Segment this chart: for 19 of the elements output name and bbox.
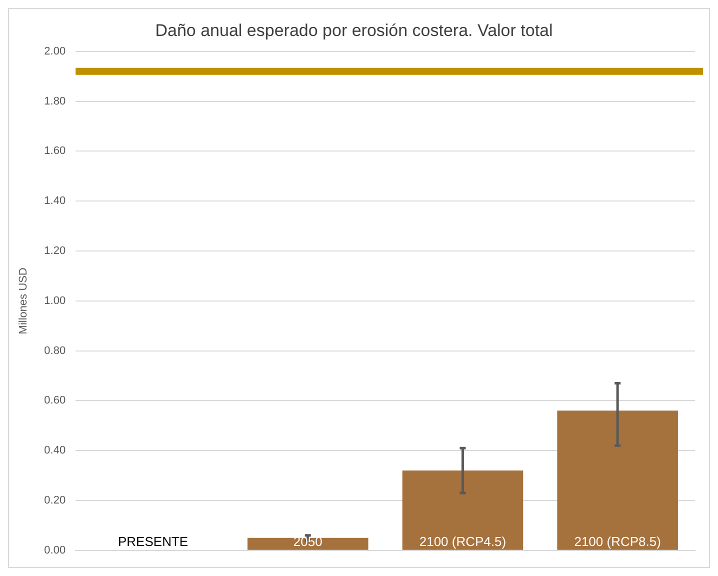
- y-axis-title: Millones USD: [18, 268, 30, 334]
- y-tick-label: 0.40: [44, 444, 66, 457]
- x-tick-label: 2100 (RCP4.5): [419, 534, 506, 549]
- y-tick-label: 1.00: [44, 294, 66, 307]
- bar: [247, 538, 368, 550]
- y-tick-label: 0.80: [44, 344, 66, 357]
- bar: [557, 410, 678, 550]
- y-tick-label: 1.20: [44, 245, 66, 258]
- y-tick-label: 0.20: [44, 494, 66, 507]
- x-tick-label: 2100 (RCP8.5): [574, 534, 661, 549]
- y-tick-label: 2.00: [44, 45, 66, 58]
- y-tick-label: 1.60: [44, 145, 66, 158]
- y-tick-label: 0.60: [44, 394, 66, 407]
- x-tick-label: PRESENTE: [118, 534, 188, 549]
- chart-title: Daño anual esperado por erosión costera. Valor total: [155, 20, 553, 40]
- bar: [402, 470, 524, 550]
- y-tick-label: 0.00: [44, 544, 66, 556]
- y-tick-label: 1.80: [44, 95, 66, 108]
- y-tick-label: 1.40: [44, 195, 66, 208]
